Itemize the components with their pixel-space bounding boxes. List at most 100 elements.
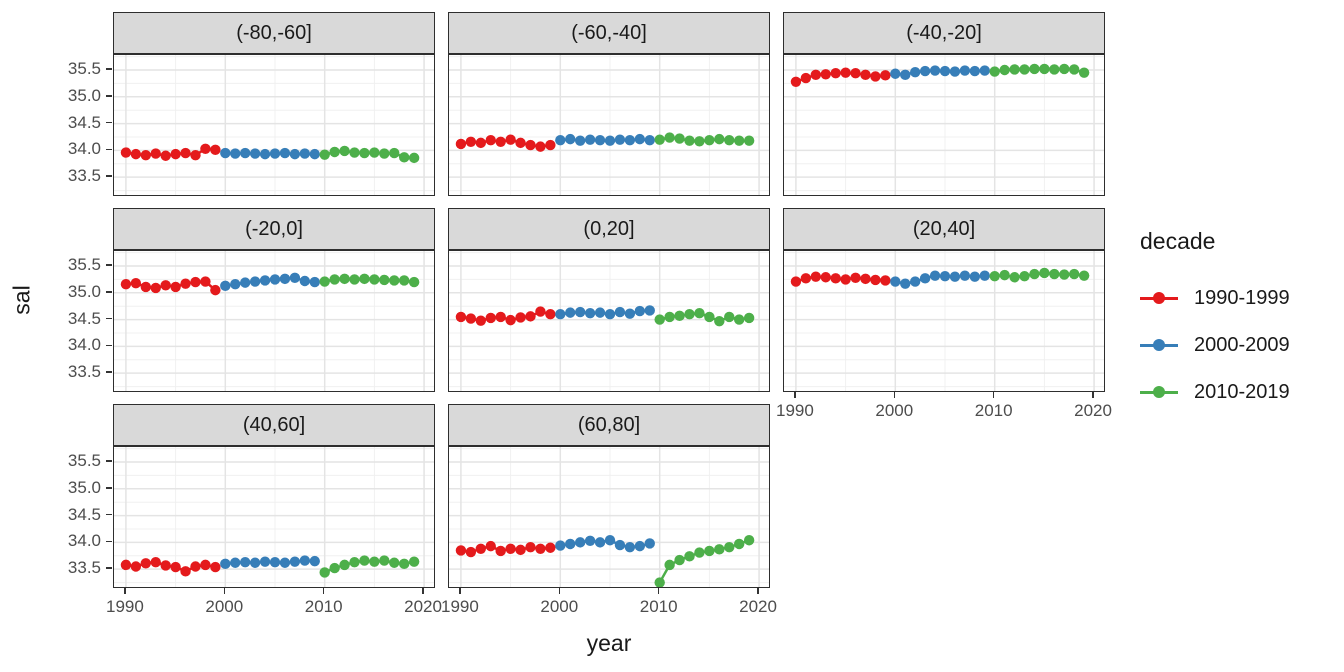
data-point — [999, 64, 1010, 76]
data-point — [545, 139, 556, 151]
data-point — [584, 134, 596, 145]
data-point — [180, 278, 191, 289]
y-tick-label: 34.0 — [67, 531, 101, 551]
data-point — [624, 135, 636, 146]
y-tick-label: 33.5 — [67, 558, 101, 578]
data-point — [398, 558, 410, 570]
facet-strip-label: (40,60] — [242, 413, 306, 436]
x-tick-mark — [893, 392, 896, 398]
facet-strip: (40,60] — [113, 404, 435, 446]
data-point — [565, 307, 576, 318]
data-point — [909, 276, 921, 287]
data-point — [555, 540, 566, 551]
data-point — [220, 558, 231, 570]
data-point — [880, 275, 891, 286]
data-point — [120, 559, 132, 571]
data-point — [634, 305, 646, 317]
legend-entry-2010-2019: 2010-2019 — [1140, 377, 1290, 407]
data-point — [714, 133, 725, 145]
data-point — [289, 556, 301, 567]
facet-strip: (-80,-60] — [113, 12, 435, 54]
data-point — [160, 280, 171, 291]
x-tick-label: 2010 — [639, 597, 678, 616]
legend-key-dot — [1153, 386, 1165, 398]
data-point — [870, 274, 881, 286]
facet-2: (-40,-20] — [783, 12, 1105, 196]
data-point — [369, 274, 380, 285]
data-point — [130, 277, 142, 289]
data-point — [959, 65, 971, 76]
x-tick-mark — [558, 588, 561, 594]
facet-panel — [113, 446, 435, 588]
data-point — [120, 147, 132, 158]
data-point — [654, 577, 665, 587]
data-point — [565, 133, 576, 145]
data-point — [733, 135, 745, 146]
data-point — [398, 152, 410, 163]
data-point — [634, 133, 646, 145]
data-point — [379, 148, 390, 159]
y-tick-mark — [106, 68, 112, 70]
data-point — [389, 275, 400, 286]
data-point — [989, 66, 1000, 77]
data-point — [408, 276, 420, 288]
data-point — [515, 544, 526, 556]
data-point — [1009, 272, 1020, 283]
x-tick-label: 1990 — [106, 597, 144, 616]
data-point — [1039, 267, 1050, 279]
data-point — [969, 65, 981, 77]
data-point — [150, 148, 161, 159]
data-point — [329, 146, 340, 158]
data-point — [455, 545, 467, 556]
data-point — [939, 65, 951, 77]
data-point — [704, 545, 715, 557]
data-point — [820, 69, 831, 80]
data-point — [674, 133, 685, 144]
data-point — [210, 561, 221, 573]
data-point — [664, 311, 675, 323]
data-point — [654, 314, 665, 325]
data-point — [535, 306, 546, 317]
y-tick-label: 34.5 — [67, 504, 101, 524]
data-point — [389, 147, 400, 159]
y-tick-mark — [106, 460, 112, 462]
y-tick-label: 35.0 — [67, 85, 101, 105]
data-point — [515, 312, 526, 323]
data-point — [495, 136, 506, 148]
x-tick-label: 2000 — [540, 597, 579, 616]
facet-strip-label: (-20,0] — [245, 217, 303, 240]
data-point — [269, 557, 281, 568]
data-point — [160, 150, 171, 161]
x-tick-mark — [1092, 392, 1094, 398]
data-point — [644, 305, 655, 316]
data-point — [269, 274, 281, 285]
x-tick-label: 2000 — [205, 597, 244, 616]
data-point — [309, 148, 320, 160]
data-point — [674, 310, 685, 322]
y-tick-label: 34.0 — [67, 335, 101, 355]
data-point — [495, 311, 506, 323]
data-point — [200, 143, 211, 154]
y-tick-label: 35.5 — [67, 255, 101, 274]
x-tick-mark — [992, 392, 995, 398]
data-point — [1049, 268, 1060, 280]
legend-title: decade — [1140, 228, 1216, 254]
legend-entry-label: 1990-1999 — [1194, 286, 1290, 309]
legend-entry-label: 2010-2019 — [1194, 380, 1290, 403]
facet-strip-label: (-80,-60] — [236, 21, 312, 44]
data-point — [515, 137, 526, 149]
data-point — [743, 312, 755, 324]
data-point — [909, 66, 921, 78]
data-point — [150, 282, 161, 294]
data-point — [810, 69, 822, 81]
x-tick-label: 2020 — [739, 597, 777, 616]
y-tick-label: 34.0 — [67, 139, 101, 159]
data-point — [239, 557, 251, 568]
x-tick-mark — [657, 588, 660, 594]
data-point — [475, 315, 487, 326]
data-point — [249, 148, 261, 159]
facet-0: (-80,-60] 33.5 34.0 34.5 35.0 35.5 — [68, 12, 435, 196]
data-point — [555, 309, 566, 320]
x-tick-mark — [124, 588, 126, 594]
facet-3: (-20,0] 33.5 34.0 34.5 35.0 35.5 — [68, 208, 435, 392]
